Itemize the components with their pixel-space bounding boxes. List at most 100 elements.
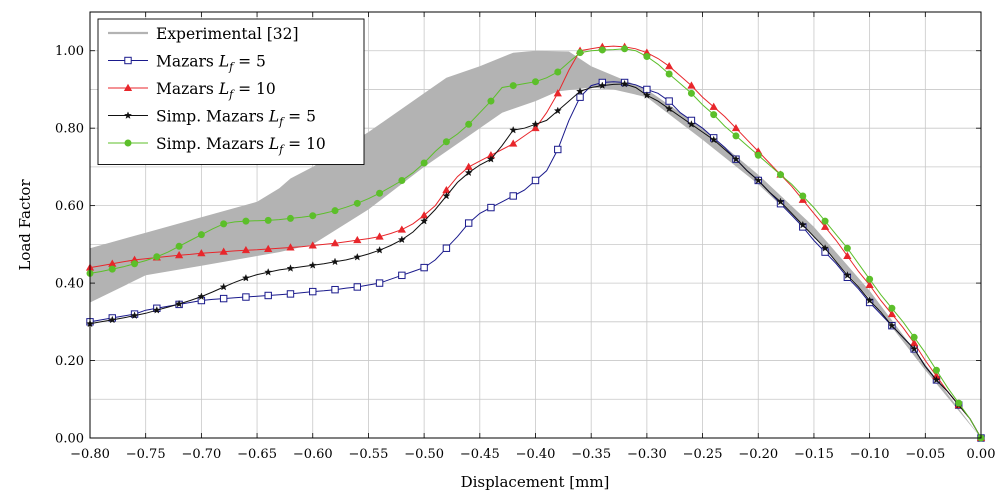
y-axis-ticks: 0.00 0.20 0.40 0.60 0.80 1.00 [55, 44, 981, 447]
circle-marker [442, 138, 450, 146]
x-tick-label: −0.70 [181, 447, 221, 462]
star-marker [798, 220, 807, 229]
x-tick-label: −0.10 [850, 447, 890, 462]
star-marker [108, 315, 117, 324]
triangle-marker [264, 244, 273, 253]
star-marker [464, 168, 473, 177]
triangle-marker [197, 249, 206, 257]
circle-marker [465, 120, 473, 128]
x-tick-label: −0.55 [349, 447, 389, 462]
legend-label: Mazars Lf = 5 [156, 53, 266, 74]
star-marker [776, 197, 785, 206]
square-marker [264, 291, 272, 300]
circle-marker [932, 366, 940, 374]
square-marker [124, 56, 132, 65]
triangle-marker [397, 225, 406, 233]
y-tick-label: 1.00 [55, 44, 84, 59]
star-marker [531, 120, 540, 128]
triangle-marker [531, 123, 540, 132]
legend-label: Simp. Mazars Lf = 10 [156, 135, 326, 156]
series-group [85, 42, 986, 442]
legend-label-text: Mazars [156, 53, 219, 71]
triangle-marker [375, 232, 384, 240]
circle-marker [220, 220, 228, 228]
square-marker [442, 244, 451, 252]
star-marker [509, 125, 518, 134]
square-marker [309, 287, 317, 296]
legend-label-value: = 5 [283, 108, 316, 126]
y-tick-label: 0.20 [55, 354, 84, 369]
x-tick-label: −0.20 [738, 447, 778, 462]
x-tick-label: −0.50 [404, 447, 444, 462]
legend-label-symbol: L [268, 135, 279, 153]
y-axis-title: Load Factor [16, 179, 34, 271]
star-marker [732, 155, 740, 163]
circle-marker [331, 207, 339, 215]
circle-marker [910, 333, 918, 341]
triangle-marker [687, 81, 696, 89]
circle-marker [843, 244, 851, 252]
series-4 [86, 45, 985, 442]
legend-box [97, 18, 365, 165]
star-marker [397, 235, 406, 244]
circle-marker [398, 176, 406, 184]
legend-label-subscript: f [278, 143, 285, 156]
x-tick-label: −0.30 [627, 447, 667, 462]
square-marker [464, 219, 473, 227]
triangle-marker [353, 235, 362, 244]
experimental-band-area [90, 50, 981, 438]
triangle-marker [308, 241, 317, 249]
star-marker [241, 273, 250, 282]
star-marker [353, 252, 362, 261]
circle-marker [175, 242, 183, 250]
y-tick-label: 0.80 [55, 122, 84, 137]
triangle-marker [709, 102, 718, 110]
x-tick-label: −0.15 [794, 447, 834, 462]
star-marker [910, 344, 919, 353]
star-marker [486, 155, 495, 163]
circle-marker [286, 214, 294, 222]
square-marker [331, 285, 339, 294]
square-marker [219, 294, 228, 303]
circle-marker [153, 253, 161, 261]
x-tick-label: 0.00 [967, 447, 996, 462]
star-marker [865, 296, 874, 304]
star-marker [576, 87, 585, 95]
square-marker [531, 176, 540, 185]
triangle-marker [123, 83, 133, 91]
legend-label-text: Mazars [156, 80, 219, 98]
experimental-band [90, 50, 981, 438]
legend-label-subscript: f [228, 88, 235, 101]
circle-marker [710, 111, 718, 119]
y-tick-label: 0.00 [55, 432, 84, 447]
square-marker [554, 145, 562, 154]
legend-label-text: Simp. Mazars [156, 135, 269, 153]
circle-marker [643, 53, 651, 61]
triangle-marker [665, 62, 674, 70]
circle-marker [376, 189, 384, 197]
star-marker [219, 282, 228, 291]
series-3 [86, 79, 985, 442]
circle-marker [754, 151, 762, 159]
circle-marker [955, 399, 963, 407]
circle-marker [799, 192, 807, 200]
star-marker [442, 191, 451, 200]
legend-label-text: Experimental [32] [156, 25, 299, 43]
legend-label: Simp. Mazars Lf = 5 [156, 108, 316, 129]
x-tick-label: −0.80 [70, 447, 110, 462]
star-marker [375, 246, 384, 254]
square-marker [576, 93, 584, 101]
legend-label-value: = 10 [233, 80, 276, 98]
star-marker [598, 81, 607, 89]
star-marker [887, 321, 896, 330]
circle-marker [554, 68, 562, 76]
square-marker [509, 192, 517, 200]
star-marker [687, 120, 696, 128]
legend-label-value: = 10 [283, 135, 326, 153]
legend-label-symbol: L [218, 53, 229, 71]
circle-marker [309, 212, 317, 220]
legend-label-value: = 5 [233, 53, 266, 71]
circle-marker [242, 217, 250, 225]
